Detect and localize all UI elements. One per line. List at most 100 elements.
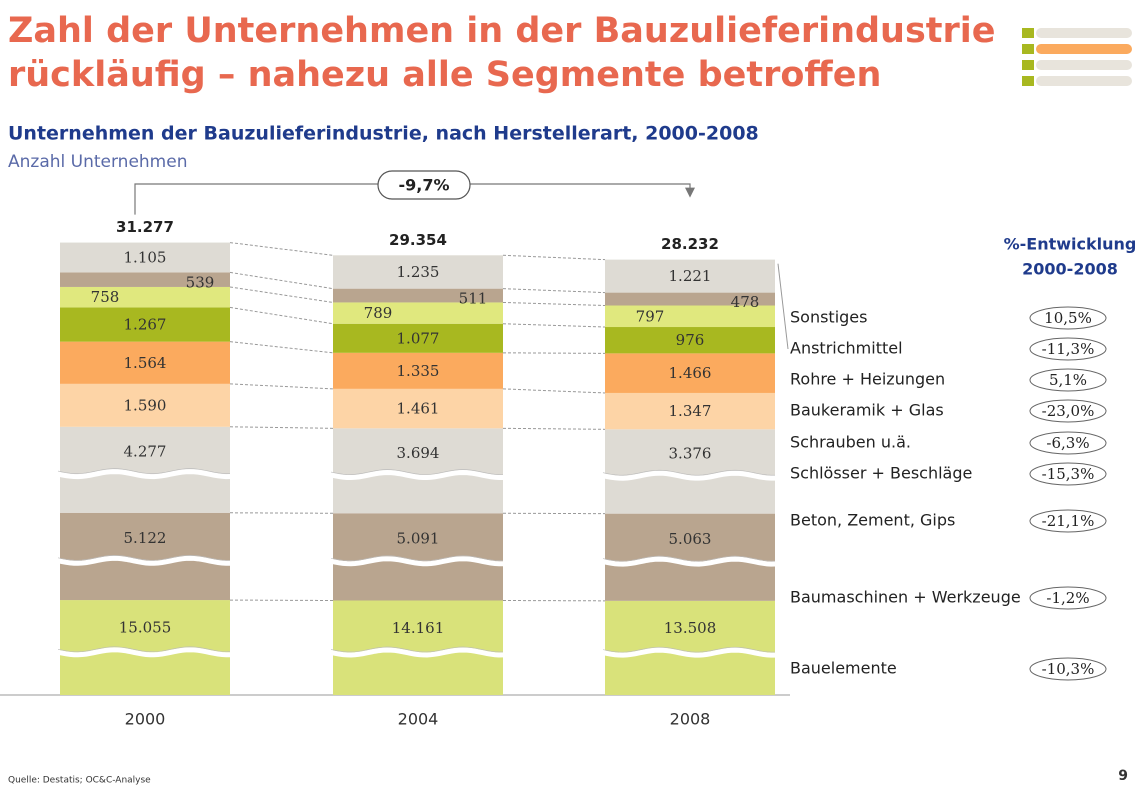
axis-break-edge [602, 646, 776, 653]
axis-break [57, 469, 231, 480]
chart-title: rückläufig – nahezu alle Segmente betrof… [8, 55, 881, 95]
page-number: 9 [1118, 768, 1128, 784]
connector [229, 341, 334, 354]
legend-label: Sonstiges [790, 308, 867, 327]
value-label: 511 [459, 290, 488, 308]
value-label: 5.091 [397, 529, 440, 547]
x-tick-label: 2008 [670, 710, 711, 729]
change-label: -1,2% [1046, 589, 1089, 607]
legend-label: Schrauben u.ä. [790, 433, 911, 452]
bar-segment [333, 288, 503, 303]
bar-segment [333, 600, 503, 695]
connector [502, 301, 606, 307]
change-label: -10,3% [1042, 660, 1095, 678]
axis-break-edge [57, 554, 231, 561]
value-label: 1.564 [124, 354, 167, 372]
value-label: 789 [364, 304, 393, 322]
connector [502, 323, 606, 328]
value-label: 13.508 [664, 619, 717, 637]
change-title: %-Entwicklung [1004, 235, 1137, 254]
axis-break [330, 470, 504, 481]
legend-label: Schlösser + Beschläge [790, 464, 972, 483]
total-label: 28.232 [661, 235, 719, 253]
bar-segment [605, 259, 775, 293]
value-label: 5.122 [124, 529, 167, 547]
change-pill [1029, 306, 1107, 330]
change-label: -11,3% [1042, 340, 1095, 358]
bar-segment [605, 292, 775, 306]
axis-break [57, 647, 231, 658]
value-label: 539 [186, 274, 215, 292]
value-label: 1.235 [397, 263, 440, 281]
connector [229, 286, 334, 303]
change-pill [1029, 509, 1107, 533]
x-tick-label: 2004 [398, 710, 439, 729]
bar-segment [60, 341, 230, 384]
bar-segment [333, 255, 503, 289]
value-label: 1.267 [124, 316, 167, 334]
change-pill [1029, 431, 1107, 455]
connector [229, 242, 334, 256]
bar-segment [60, 512, 230, 601]
x-tick-label: 2000 [125, 710, 166, 729]
axis-break-edge [602, 555, 776, 562]
axis-break-edge [57, 646, 231, 653]
bar-segment [333, 428, 503, 514]
value-label: 1.105 [124, 248, 167, 266]
bar-segment [60, 272, 230, 287]
legend-label: Rohre + Heizungen [790, 370, 945, 389]
connector [502, 352, 606, 354]
value-label: 4.277 [124, 443, 167, 461]
legend-label: Beton, Zement, Gips [790, 511, 955, 530]
bar-segment [333, 302, 503, 324]
connector [502, 427, 606, 430]
bar-segment [60, 426, 230, 513]
value-label: 3.376 [669, 445, 712, 463]
connector [229, 306, 334, 325]
change-pill [1029, 368, 1107, 392]
total-label: 29.354 [389, 231, 447, 249]
value-label: 1.077 [397, 329, 440, 347]
change-pill [377, 170, 471, 200]
value-label: 976 [676, 331, 705, 349]
value-label: 1.221 [669, 267, 712, 285]
change-arrowhead [685, 187, 695, 198]
value-label: 1.461 [397, 400, 440, 418]
value-label: 478 [731, 293, 760, 311]
axis-break [330, 556, 504, 567]
value-label: 15.055 [119, 619, 172, 637]
connector [502, 388, 606, 394]
connector [229, 383, 334, 390]
bar-segment [333, 388, 503, 429]
value-label: 3.694 [397, 444, 440, 462]
axis-break-edge [57, 468, 231, 474]
change-pill [1029, 586, 1107, 610]
chart-subtitle: Unternehmen der Bauzulieferindustrie, na… [8, 123, 759, 145]
legend-label: Baumaschinen + Werkzeuge [790, 588, 1021, 607]
total-label: 31.277 [116, 218, 174, 236]
bar-segment [333, 323, 503, 353]
axis-break [330, 647, 504, 658]
change-label: -23,0% [1042, 402, 1095, 420]
connector [502, 288, 606, 294]
axis-break [602, 647, 776, 658]
change-label: -15,3% [1042, 465, 1095, 483]
axis-break-edge [330, 555, 504, 562]
value-label: 758 [91, 288, 120, 306]
unit-label: Anzahl Unternehmen [8, 152, 187, 172]
logo [1022, 28, 1132, 86]
legend-label: Anstrichmittel [790, 339, 903, 358]
connector [229, 426, 334, 429]
change-label: 10,5% [1044, 309, 1092, 327]
change-pill [1029, 657, 1107, 681]
connector [229, 271, 334, 290]
bar-segment [60, 242, 230, 273]
legend-label: Baukeramik + Glas [790, 401, 944, 420]
axis-break-edge [330, 646, 504, 653]
legend-leader [777, 263, 789, 350]
source: Quelle: Destatis; OC&C-Analyse [8, 776, 151, 786]
value-label: 1.590 [124, 396, 167, 414]
axis-break-edge [602, 469, 776, 476]
connector [502, 254, 606, 261]
